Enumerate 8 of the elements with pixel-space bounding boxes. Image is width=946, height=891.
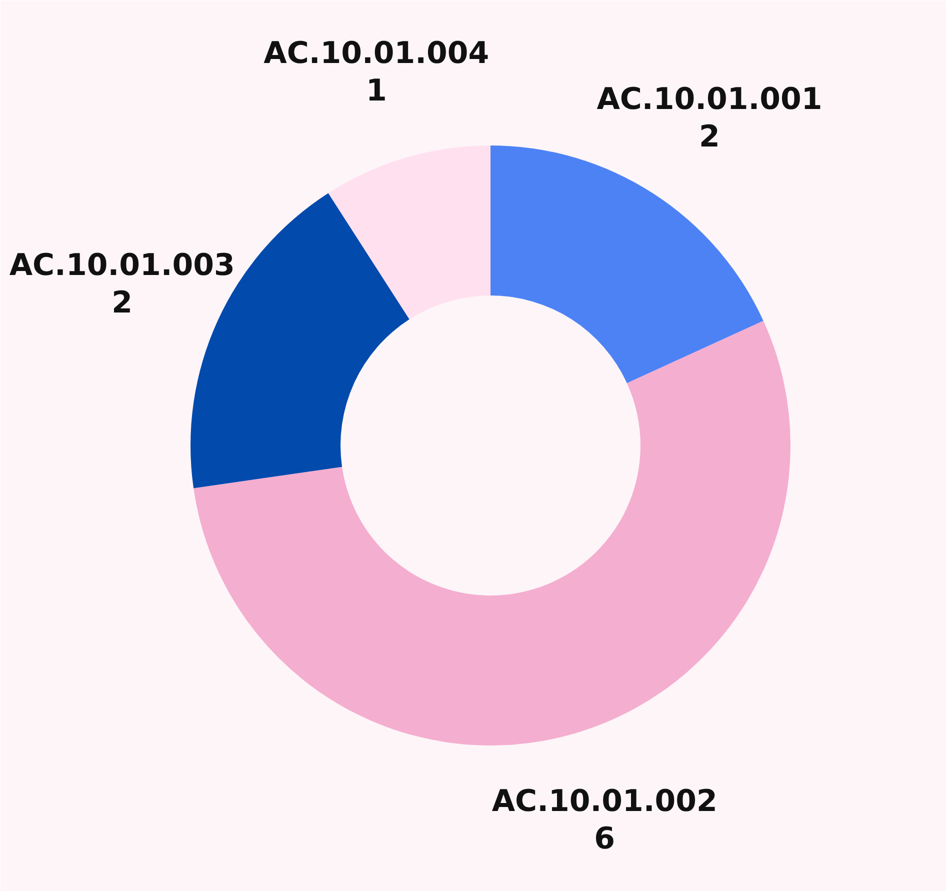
data-label: 2 — [699, 119, 720, 154]
slice-label: AC.10.01.001 — [596, 82, 822, 117]
data-label: 2 — [112, 285, 133, 320]
slice-label: AC.10.01.002 — [492, 784, 718, 820]
data-label: 6 — [594, 822, 616, 857]
slice-label: AC.10.01.003 — [9, 248, 235, 283]
data-label: 1 — [366, 73, 387, 108]
slice-label: AC.10.01.004 — [264, 36, 490, 71]
